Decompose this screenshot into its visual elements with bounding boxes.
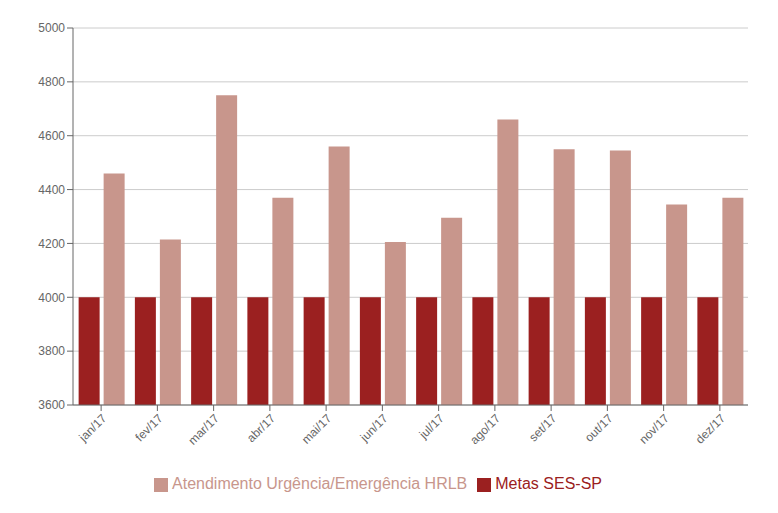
svg-text:4200: 4200 xyxy=(38,237,65,251)
html-text:Atendimento Urgência/Emergênci: Atendimento Urgência/Emergência HRLB xyxy=(172,475,468,492)
svg-text:3600: 3600 xyxy=(38,398,65,412)
svg-text:out/17: out/17 xyxy=(582,411,616,445)
svg-text:dez/17: dez/17 xyxy=(693,411,729,447)
svg-text:set/17: set/17 xyxy=(526,411,559,444)
svg-text:4400: 4400 xyxy=(38,183,65,197)
svg-text:4800: 4800 xyxy=(38,75,65,89)
svg-text:abr/17: abr/17 xyxy=(244,411,278,445)
svg-text:4600: 4600 xyxy=(38,129,65,143)
svg-text:3800: 3800 xyxy=(38,344,65,358)
html-text:Metas SES-SP: Metas SES-SP xyxy=(495,475,602,492)
svg-text:fev/17: fev/17 xyxy=(132,411,165,444)
svg-text:jul/17: jul/17 xyxy=(416,411,447,442)
svg-text:jun/17: jun/17 xyxy=(357,411,391,445)
svg-text:4000: 4000 xyxy=(38,291,65,305)
svg-text:mar/17: mar/17 xyxy=(185,411,222,448)
svg-text:ago/17: ago/17 xyxy=(467,411,503,447)
svg-text:5000: 5000 xyxy=(38,21,65,35)
svg-text:nov/17: nov/17 xyxy=(636,411,672,447)
svg-text:jan/17: jan/17 xyxy=(76,411,110,445)
svg-text:mai/17: mai/17 xyxy=(299,411,335,447)
